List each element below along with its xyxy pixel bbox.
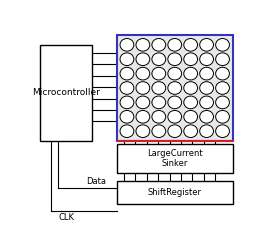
- Circle shape: [168, 67, 182, 80]
- Circle shape: [152, 125, 166, 137]
- Circle shape: [184, 67, 198, 80]
- Circle shape: [136, 96, 150, 109]
- Circle shape: [120, 110, 134, 123]
- Circle shape: [184, 110, 198, 123]
- Circle shape: [168, 38, 182, 51]
- Circle shape: [216, 67, 229, 80]
- Text: Data: Data: [86, 177, 106, 186]
- Circle shape: [200, 96, 214, 109]
- Circle shape: [152, 53, 166, 65]
- Circle shape: [184, 53, 198, 65]
- Circle shape: [136, 110, 150, 123]
- Circle shape: [168, 125, 182, 137]
- Circle shape: [152, 67, 166, 80]
- Bar: [117, 144, 233, 173]
- Circle shape: [152, 82, 166, 94]
- Circle shape: [216, 38, 229, 51]
- Circle shape: [168, 110, 182, 123]
- Circle shape: [136, 38, 150, 51]
- Circle shape: [120, 82, 134, 94]
- Circle shape: [168, 82, 182, 94]
- Circle shape: [168, 53, 182, 65]
- Circle shape: [216, 82, 229, 94]
- Circle shape: [216, 125, 229, 137]
- Circle shape: [152, 38, 166, 51]
- Circle shape: [184, 38, 198, 51]
- Circle shape: [120, 125, 134, 137]
- Circle shape: [184, 125, 198, 137]
- Text: ShiftRegister: ShiftRegister: [148, 187, 202, 197]
- Circle shape: [136, 125, 150, 137]
- Circle shape: [184, 96, 198, 109]
- Circle shape: [184, 82, 198, 94]
- Circle shape: [200, 53, 214, 65]
- Circle shape: [200, 110, 214, 123]
- Circle shape: [216, 53, 229, 65]
- Text: Microcontroller: Microcontroller: [32, 88, 100, 97]
- Circle shape: [216, 110, 229, 123]
- Text: LargeCurrent: LargeCurrent: [147, 149, 203, 158]
- Circle shape: [152, 96, 166, 109]
- Circle shape: [200, 82, 214, 94]
- Circle shape: [200, 38, 214, 51]
- Circle shape: [152, 110, 166, 123]
- Text: CLK: CLK: [59, 214, 75, 222]
- Bar: [117, 181, 233, 204]
- Circle shape: [200, 125, 214, 137]
- Bar: [40, 45, 92, 141]
- Circle shape: [200, 67, 214, 80]
- Bar: [117, 35, 233, 141]
- Circle shape: [136, 53, 150, 65]
- Bar: [117, 35, 233, 141]
- Circle shape: [120, 96, 134, 109]
- Circle shape: [216, 96, 229, 109]
- Circle shape: [120, 53, 134, 65]
- Circle shape: [136, 82, 150, 94]
- Text: Sinker: Sinker: [162, 159, 188, 168]
- Circle shape: [120, 38, 134, 51]
- Circle shape: [120, 67, 134, 80]
- Circle shape: [168, 96, 182, 109]
- Circle shape: [136, 67, 150, 80]
